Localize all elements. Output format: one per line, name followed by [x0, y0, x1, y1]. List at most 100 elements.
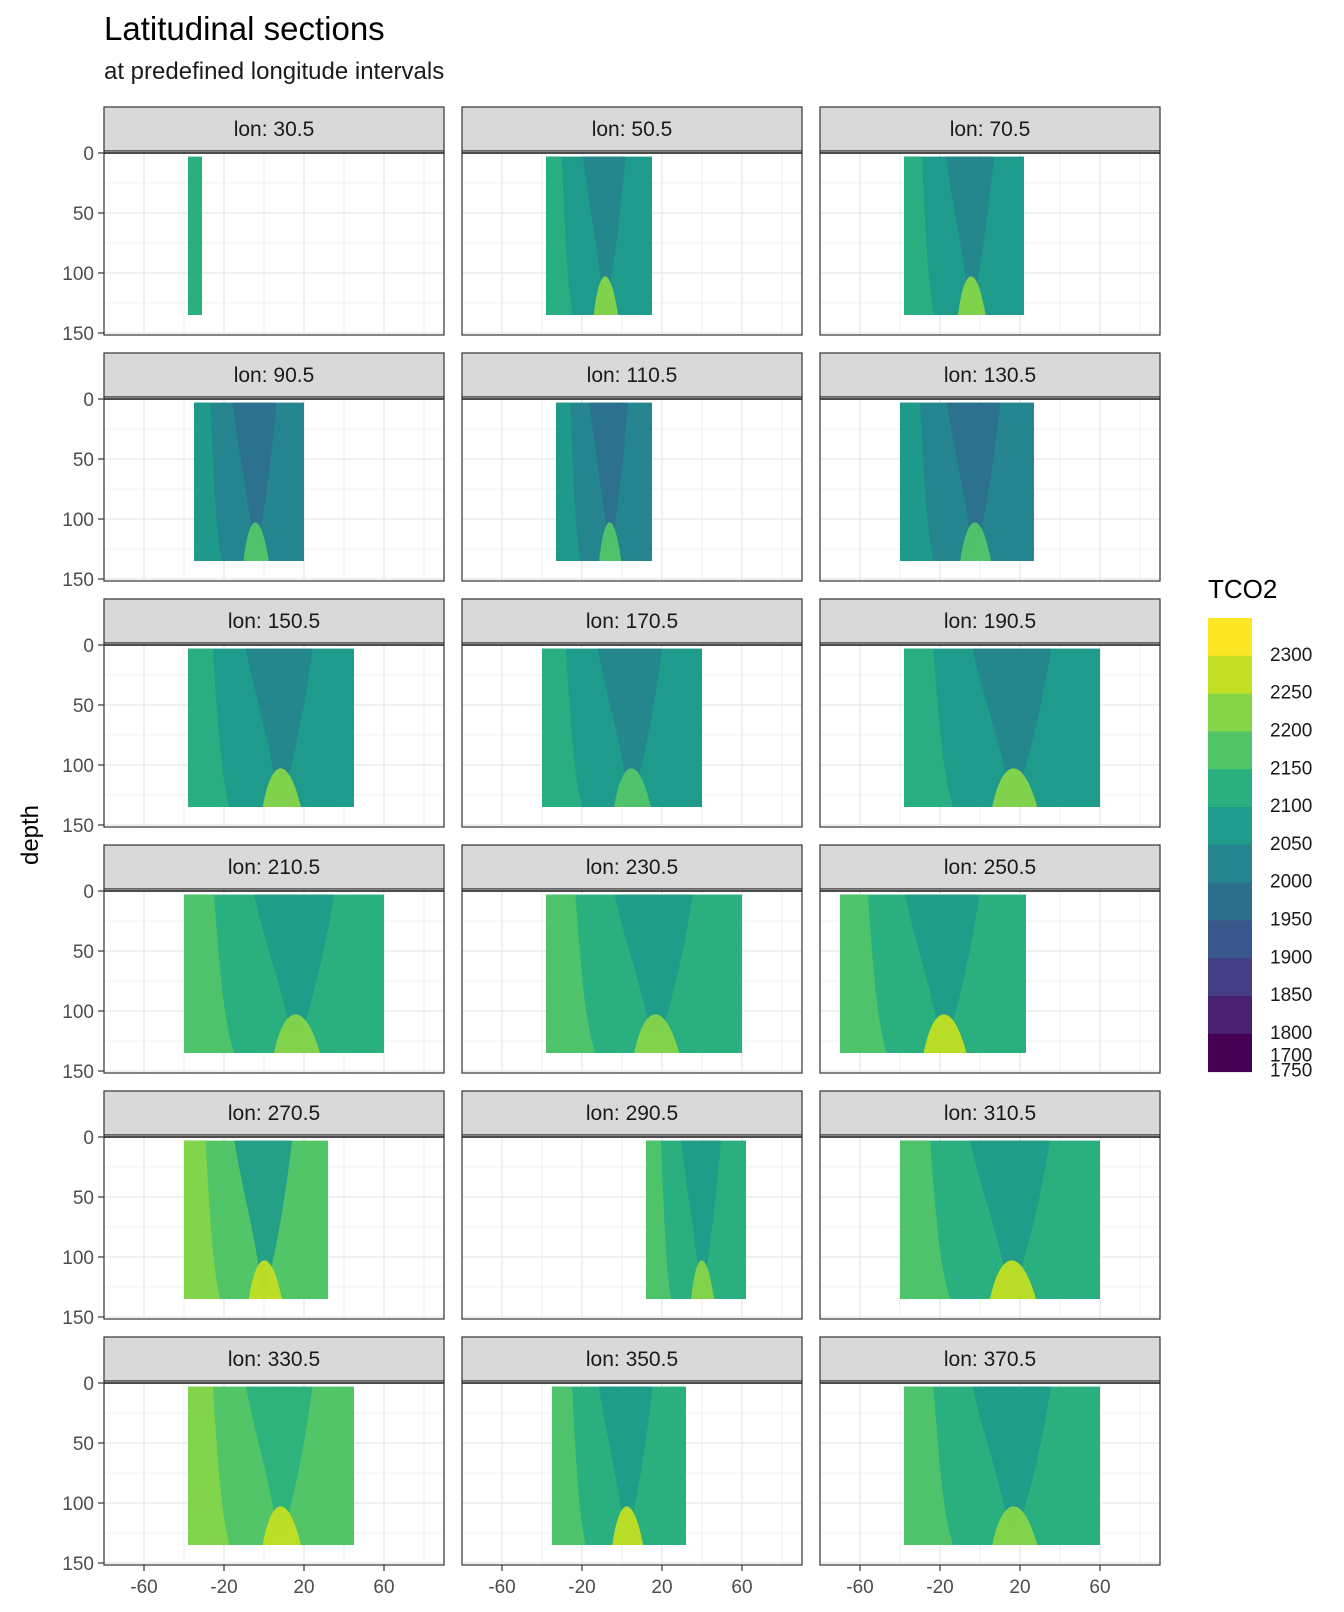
tco2-high-edge: [904, 1386, 953, 1545]
tco2-deep-high: [691, 1260, 714, 1299]
x-tick-label: 20: [1009, 1577, 1030, 1598]
panel-border: [103, 888, 445, 1074]
y-tick-label: 50: [73, 204, 94, 225]
tco2-section: [188, 156, 202, 315]
x-tick-label: -60: [130, 1577, 157, 1598]
legend-label: 1750: [1270, 1061, 1312, 1082]
facet-label: lon: 130.5: [944, 364, 1036, 387]
y-tick-label: 100: [62, 1248, 94, 1269]
legend-label: 1850: [1270, 985, 1312, 1006]
tco2-deep-high: [923, 1014, 967, 1053]
y-tick-label: 100: [62, 510, 94, 531]
tco2-deep-high: [634, 1014, 680, 1053]
tco2-low-core: [254, 894, 334, 1053]
y-tick-label: 150: [62, 1554, 94, 1575]
facet-label: lon: 110.5: [587, 364, 678, 387]
legend-color-bin: [1208, 882, 1252, 921]
legend-color-bin: [1208, 996, 1252, 1035]
y-tick-label: 100: [62, 1494, 94, 1515]
panel-border: [461, 642, 803, 828]
facet-label: lon: 30.5: [234, 118, 315, 141]
legend-color-bin: [1208, 807, 1252, 846]
tco2-low-core: [246, 648, 313, 807]
tco2-low-core: [246, 1386, 313, 1545]
facet-strip: [103, 1336, 445, 1382]
tco2-deep-high: [958, 276, 986, 315]
legend-color-bin: [1208, 693, 1252, 732]
facet-strip: [819, 1090, 1161, 1136]
tco2-high-edge: [546, 894, 595, 1053]
facet-strip: [461, 1336, 803, 1382]
tco2-high-edge: [904, 156, 934, 315]
legend-color-bin: [1208, 655, 1252, 695]
y-tick-label: 100: [62, 756, 94, 777]
tco2-deep-high: [262, 1506, 301, 1545]
x-tick-label: -60: [846, 1577, 873, 1598]
tco2-deep-high: [614, 768, 651, 807]
legend-title: TCO2: [1208, 574, 1277, 604]
tco2-high-edge: [184, 1140, 220, 1299]
legend-label: 2250: [1270, 683, 1312, 704]
y-tick-label: 150: [62, 324, 94, 345]
tco2-low-core: [589, 402, 628, 561]
panel-border: [819, 150, 1161, 336]
legend-color-bin: [1208, 958, 1252, 997]
facet-label: lon: 150.5: [228, 610, 320, 633]
y-tick-label: 0: [83, 144, 94, 165]
tco2-high-edge: [840, 894, 887, 1053]
panel-border: [461, 888, 803, 1074]
legend-label: 2200: [1270, 721, 1312, 742]
tco2-high-edge: [900, 1140, 950, 1299]
facet-strip: [103, 1090, 445, 1136]
tco2-low-core: [970, 1140, 1050, 1299]
tco2-high-edge: [552, 1386, 586, 1545]
y-axis-title: depth: [17, 805, 44, 865]
y-tick-label: 150: [62, 1308, 94, 1329]
y-tick-label: 100: [62, 264, 94, 285]
tco2-low-core: [946, 402, 1001, 561]
tco2-deep-high: [262, 768, 301, 807]
facet-label: lon: 210.5: [228, 856, 320, 879]
tco2-high-edge: [900, 402, 934, 561]
panel-border: [819, 888, 1161, 1074]
tco2-high-edge: [194, 402, 222, 561]
tco2-high-edge: [546, 156, 573, 315]
tco2-high-edge: [646, 1140, 671, 1299]
panel-border: [461, 150, 803, 336]
legend-label: 1700: [1270, 1046, 1312, 1067]
panel-border: [461, 1134, 803, 1320]
panel-border: [103, 150, 445, 336]
tco2-deep-high: [990, 1260, 1036, 1299]
tco2-deep-high: [599, 522, 622, 561]
x-tick-label: -20: [926, 1577, 953, 1598]
y-tick-label: 0: [83, 882, 94, 903]
tco2-low-core: [232, 402, 277, 561]
facet-strip: [819, 844, 1161, 890]
facet-label: lon: 330.5: [228, 1348, 320, 1371]
chart-subtitle: at predefined longitude intervals: [104, 58, 445, 85]
tco2-low-core: [234, 1140, 292, 1299]
facet-label: lon: 230.5: [586, 856, 678, 879]
legend-color-bin: [1208, 920, 1252, 959]
facet-label: lon: 50.5: [592, 118, 673, 141]
panel-border: [103, 1380, 445, 1566]
tco2-low-core: [681, 1140, 721, 1299]
y-tick-label: 100: [62, 1002, 94, 1023]
x-tick-label: 20: [293, 1577, 314, 1598]
facet-strip: [819, 1336, 1161, 1382]
x-tick-label: -20: [210, 1577, 237, 1598]
legend-label: 2000: [1270, 872, 1312, 893]
x-tick-label: -20: [568, 1577, 595, 1598]
facet-strip: [461, 106, 803, 152]
facet-label: lon: 350.5: [586, 1348, 678, 1371]
facet-label: lon: 270.5: [228, 1102, 320, 1125]
facet-label: lon: 70.5: [950, 118, 1031, 141]
facet-strip: [819, 598, 1161, 644]
tco2-deep-high: [274, 1014, 320, 1053]
tco2-deep-high: [243, 522, 269, 561]
facet-strip: [819, 352, 1161, 398]
y-tick-label: 0: [83, 1128, 94, 1149]
x-tick-label: 60: [731, 1577, 752, 1598]
y-tick-label: 0: [83, 1374, 94, 1395]
x-tick-label: 60: [1089, 1577, 1110, 1598]
